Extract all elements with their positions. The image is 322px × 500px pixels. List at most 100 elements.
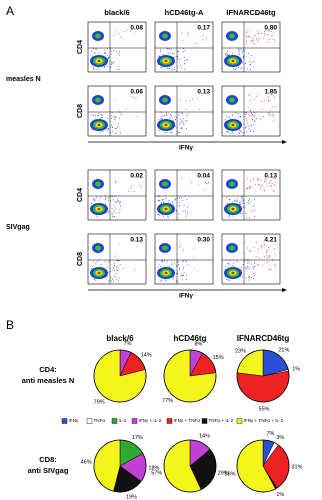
slice-label: 79%	[94, 400, 105, 406]
event-dot	[253, 124, 255, 126]
event-dot	[162, 260, 164, 262]
event-dot	[178, 114, 180, 116]
event-dot	[178, 123, 180, 125]
event-dot	[106, 54, 108, 56]
pie-outline	[236, 439, 290, 493]
event-dot	[274, 96, 276, 98]
event-dot	[98, 199, 100, 201]
event-dot	[226, 116, 228, 118]
event-dot	[247, 53, 249, 55]
quadrant-value: 0.13	[130, 237, 143, 244]
event-dot	[111, 115, 113, 117]
event-dot	[263, 189, 265, 191]
event-dot	[110, 271, 112, 273]
event-dot	[270, 179, 272, 181]
y-axis-label: CD8	[77, 252, 84, 266]
event-dot	[237, 49, 239, 51]
event-dot	[252, 114, 254, 116]
event-dot	[254, 120, 256, 122]
event-dot	[115, 181, 117, 183]
population	[97, 271, 101, 275]
event-dot	[119, 54, 121, 56]
event-dot	[264, 100, 266, 102]
event-dot	[181, 128, 183, 130]
event-dot	[165, 112, 167, 114]
event-dot	[95, 196, 97, 198]
event-dot	[161, 260, 163, 262]
event-dot	[114, 201, 116, 203]
event-dot	[118, 212, 120, 214]
quadrant-value: 0.13	[197, 89, 210, 96]
event-dot	[117, 127, 119, 129]
event-dot	[128, 190, 130, 192]
pie-outline	[163, 439, 217, 493]
event-dot	[245, 217, 247, 219]
legend-swatch	[201, 418, 208, 424]
event-dot	[111, 63, 113, 65]
event-dot	[226, 279, 228, 281]
event-dot	[180, 64, 182, 66]
event-dot	[180, 244, 182, 246]
event-dot	[246, 32, 248, 34]
event-dot	[167, 67, 169, 69]
event-dot	[274, 40, 276, 42]
event-dot	[183, 204, 185, 206]
event-dot	[163, 54, 165, 56]
event-dot	[157, 213, 159, 215]
event-dot	[234, 69, 236, 71]
event-dot	[99, 131, 101, 133]
slice-label: 57%	[151, 471, 162, 477]
event-dot	[241, 132, 243, 134]
event-dot	[179, 58, 181, 60]
event-dot	[228, 263, 230, 265]
event-dot	[119, 51, 121, 53]
event-dot	[117, 260, 119, 262]
event-dot	[113, 262, 115, 264]
event-dot	[253, 66, 255, 68]
event-dot	[158, 129, 160, 131]
event-dot	[269, 109, 271, 111]
event-dot	[108, 212, 110, 214]
event-dot	[225, 54, 227, 56]
slice-label: 55%	[259, 406, 270, 412]
event-dot	[247, 262, 249, 264]
event-dot	[193, 268, 195, 270]
population	[162, 97, 168, 103]
event-dot	[226, 53, 228, 55]
quadrant-value: 0.02	[130, 173, 143, 180]
event-dot	[253, 265, 255, 267]
event-dot	[186, 274, 188, 276]
event-dot	[253, 116, 255, 118]
population	[164, 207, 168, 211]
event-dot	[111, 124, 113, 126]
legend-label: IFNγ	[69, 418, 79, 423]
slice-label: 29%	[218, 471, 229, 477]
event-dot	[116, 68, 118, 70]
event-dot	[107, 48, 109, 50]
event-dot	[125, 108, 127, 110]
event-dot	[184, 49, 186, 51]
event-dot	[236, 260, 238, 262]
event-dot	[185, 120, 187, 122]
event-dot	[175, 56, 177, 58]
event-dot	[91, 268, 93, 270]
event-dot	[117, 200, 119, 202]
event-dot	[112, 50, 114, 52]
event-dot	[94, 118, 96, 120]
slice-label: 7%	[123, 341, 131, 347]
event-dot	[228, 215, 230, 217]
event-dot	[115, 276, 117, 278]
event-dot	[101, 114, 103, 116]
legend-label: TNFα + IL-2	[209, 418, 234, 423]
event-dot	[247, 247, 249, 249]
event-dot	[226, 130, 228, 132]
event-dot	[181, 120, 183, 122]
event-dot	[258, 93, 260, 95]
event-dot	[166, 260, 168, 262]
column-header: black/6	[104, 8, 129, 17]
arrow-head	[282, 288, 287, 292]
event-dot	[255, 256, 257, 258]
event-dot	[171, 263, 173, 265]
group-label: measles N	[6, 76, 41, 83]
event-dot	[183, 274, 185, 276]
